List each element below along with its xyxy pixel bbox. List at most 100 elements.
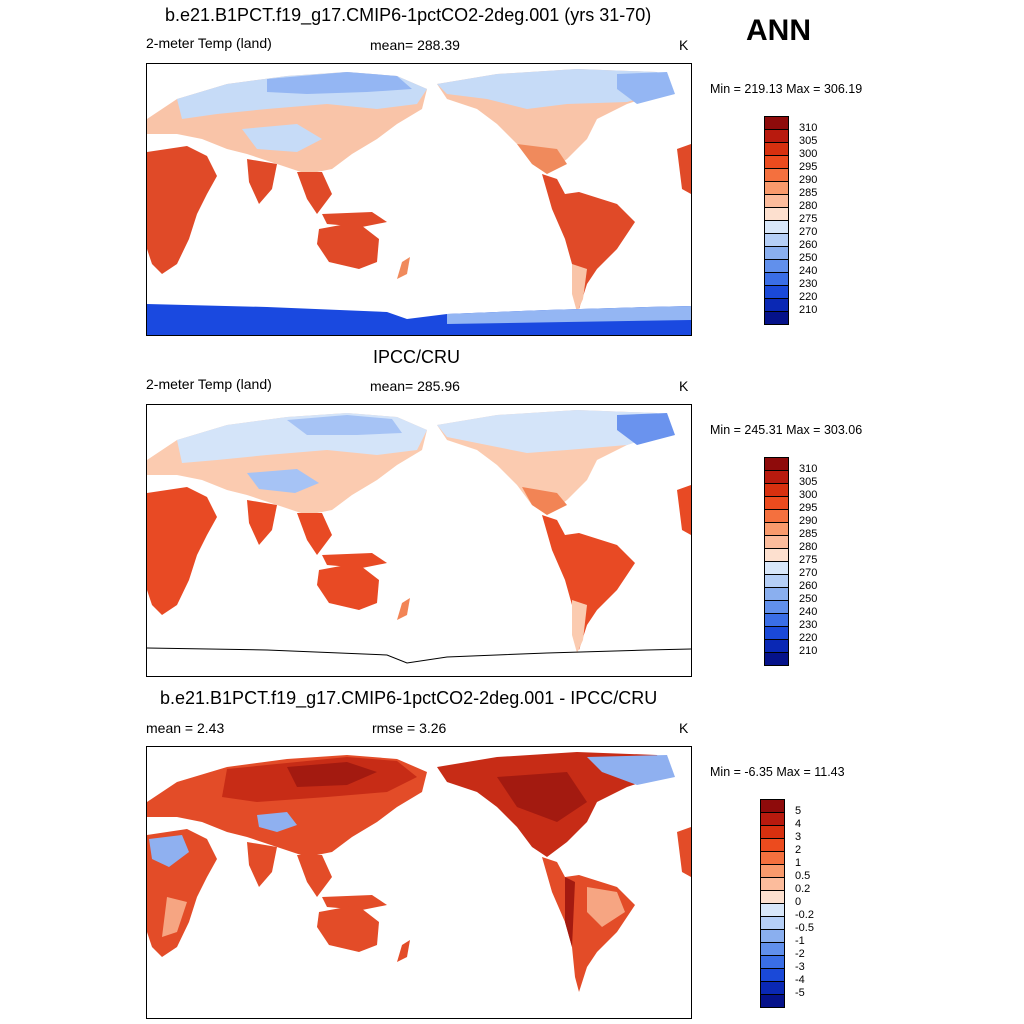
cbar3-swatch-4 (760, 838, 785, 852)
panel2-map (146, 404, 692, 677)
cbar3-swatch-1 (760, 799, 785, 813)
panel1-unit-label: K (679, 37, 689, 53)
cbar2-tick: 210 (799, 645, 818, 657)
cbar1-swatch-14 (764, 285, 789, 299)
cbar1-swatch-4 (764, 155, 789, 169)
cbar2-swatch-6 (764, 522, 789, 536)
cbar1-swatch-13 (764, 272, 789, 286)
cbar3-swatch-7 (760, 877, 785, 891)
cbar3-swatch-5 (760, 851, 785, 865)
cbar1-swatch-1 (764, 116, 789, 130)
cbar2-swatch-5 (764, 509, 789, 523)
cbar1-tick: 305 (799, 135, 818, 147)
cbar1-tick: 275 (799, 213, 818, 225)
cbar3-tick: 0 (795, 896, 802, 908)
panel3-mean-label: mean = 2.43 (146, 720, 225, 736)
cbar1-tick: 260 (799, 239, 818, 251)
cbar2-tick: 295 (799, 502, 818, 514)
cbar2-tick: 220 (799, 632, 818, 644)
cbar3-swatch-11 (760, 929, 785, 943)
cbar2-tick: 280 (799, 541, 818, 553)
panel2-title: IPCC/CRU (373, 347, 461, 367)
cbar3-swatch-2 (760, 812, 785, 826)
cbar3-swatch-10 (760, 916, 785, 930)
cbar3-tick: -2 (795, 948, 805, 960)
cbar3-swatch-9 (760, 903, 785, 917)
panel1-map (146, 63, 692, 336)
cbar1-swatch-12 (764, 259, 789, 273)
panel1-mean-label: mean= 288.39 (370, 37, 460, 53)
cbar1-tick: 210 (799, 304, 818, 316)
cbar3-tick: -0.2 (795, 909, 814, 921)
cbar3-tick: 4 (795, 818, 802, 830)
cbar3-tick: -1 (795, 935, 805, 947)
cbar3-tick: 1 (795, 857, 802, 869)
cbar3-tick: 5 (795, 805, 802, 817)
cbar2-tick: 240 (799, 606, 818, 618)
cbar3-swatch-13 (760, 955, 785, 969)
cbar1-swatch-10 (764, 233, 789, 247)
cbar3-swatch-6 (760, 864, 785, 878)
cbar3-swatch-3 (760, 825, 785, 839)
cbar2-swatch-15 (764, 639, 789, 653)
panel1-title: b.e21.B1PCT.f19_g17.CMIP6-1pctCO2-2deg.0… (165, 5, 652, 25)
cbar2-tick: 260 (799, 580, 818, 592)
season-label: ANN (746, 14, 811, 47)
panel3-map (146, 746, 692, 1019)
cbar1-tick: 250 (799, 252, 818, 264)
cbar2-swatch-16 (764, 652, 789, 666)
cbar2-swatch-3 (764, 483, 789, 497)
cbar2-tick: 300 (799, 489, 818, 501)
cbar2-swatch-2 (764, 470, 789, 484)
cbar3-tick: -0.5 (795, 922, 814, 934)
cbar2-tick: 305 (799, 476, 818, 488)
cbar2-swatch-9 (764, 561, 789, 575)
cbar2-tick: 290 (799, 515, 818, 527)
cbar3-tick: 0.2 (795, 883, 811, 895)
cbar1-tick: 290 (799, 174, 818, 186)
cbar3-tick: -3 (795, 961, 805, 973)
panel2-mean-label: mean= 285.96 (370, 378, 460, 394)
cbar3-swatch-15 (760, 981, 785, 995)
cbar1-swatch-15 (764, 298, 789, 312)
cbar2-tick: 230 (799, 619, 818, 631)
cbar1-swatch-11 (764, 246, 789, 260)
cbar1-tick: 230 (799, 278, 818, 290)
cbar1-tick: 310 (799, 122, 818, 134)
cbar1-tick: 285 (799, 187, 818, 199)
cbar1-swatch-16 (764, 311, 789, 325)
cbar2-swatch-7 (764, 535, 789, 549)
cbar1-tick: 300 (799, 148, 818, 160)
panel2-colorbar: 310 305 300 295 290 285 280 275 270 260 … (764, 457, 844, 671)
cbar1-swatch-9 (764, 220, 789, 234)
cbar1-swatch-5 (764, 168, 789, 182)
panel2-variable-label: 2-meter Temp (land) (146, 376, 272, 392)
panel3-colorbar: 5 4 3 2 1 0.5 0.2 0 -0.2 -0.5 -1 -2 -3 -… (760, 799, 840, 1013)
cbar2-swatch-14 (764, 626, 789, 640)
cbar1-tick: 280 (799, 200, 818, 212)
cbar2-tick: 270 (799, 567, 818, 579)
cbar3-tick: -4 (795, 974, 805, 986)
cbar3-tick: 3 (795, 831, 802, 843)
cbar2-tick: 275 (799, 554, 818, 566)
panel3-unit-label: K (679, 720, 689, 736)
panel2-minmax: Min = 245.31 Max = 303.06 (710, 423, 863, 437)
cbar2-swatch-13 (764, 613, 789, 627)
panel1-minmax: Min = 219.13 Max = 306.19 (710, 82, 863, 96)
cbar3-swatch-8 (760, 890, 785, 904)
cbar3-tick: 2 (795, 844, 802, 856)
cbar3-swatch-14 (760, 968, 785, 982)
cbar2-swatch-12 (764, 600, 789, 614)
cbar2-swatch-4 (764, 496, 789, 510)
panel3-rmse-label: rmse = 3.26 (372, 720, 447, 736)
cbar1-swatch-2 (764, 129, 789, 143)
panel3-minmax: Min = -6.35 Max = 11.43 (710, 765, 845, 779)
cbar2-tick: 285 (799, 528, 818, 540)
panel1-colorbar: 310 305 300 295 290 285 280 275 270 260 … (764, 116, 844, 330)
cbar1-swatch-3 (764, 142, 789, 156)
cbar1-swatch-7 (764, 194, 789, 208)
cbar2-tick: 250 (799, 593, 818, 605)
cbar2-tick: 310 (799, 463, 818, 475)
cbar1-swatch-6 (764, 181, 789, 195)
cbar3-tick: 0.5 (795, 870, 811, 882)
